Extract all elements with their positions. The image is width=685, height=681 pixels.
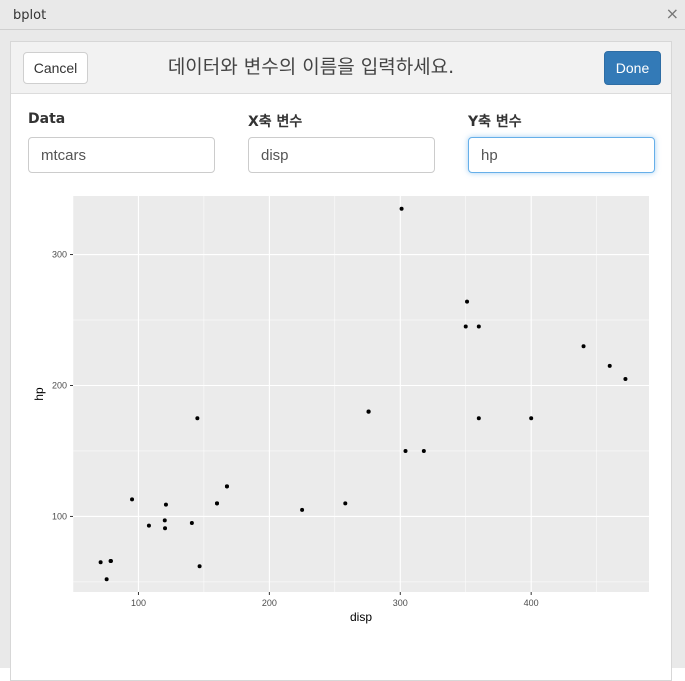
scatter-plot: 100 200 300 400 100 200 300 disp hp (32, 196, 649, 624)
cancel-button[interactable]: Cancel (23, 52, 88, 84)
y-variable-input[interactable] (468, 137, 655, 173)
y-tick-label: 200 (52, 380, 67, 390)
data-point (581, 344, 586, 349)
data-point (189, 520, 194, 525)
data-point (163, 526, 168, 531)
data-point (98, 560, 103, 565)
data-point (476, 416, 481, 421)
x-tick-label: 200 (262, 598, 277, 608)
data-point (476, 324, 481, 329)
x-tick-label: 300 (393, 598, 408, 608)
data-point (130, 497, 135, 502)
data-point (465, 299, 470, 304)
data-point (104, 577, 109, 582)
data-point (197, 564, 202, 569)
ticks-layer: 100 200 300 400 100 200 300 (52, 250, 539, 608)
data-point (108, 558, 113, 563)
data-point (300, 507, 305, 512)
data-point (195, 416, 200, 421)
data-point (623, 376, 628, 381)
y-axis-title: hp (32, 387, 46, 401)
x-tick-label: 400 (524, 598, 539, 608)
y-variable-label: Y축 변수 (468, 114, 522, 130)
y-tick-label: 300 (52, 250, 67, 260)
points-layer (98, 206, 628, 582)
data-point (529, 416, 534, 421)
data-point (162, 518, 167, 523)
grid-major (73, 196, 649, 592)
data-point (399, 206, 404, 211)
grid-minor (72, 196, 649, 592)
data-point (163, 502, 168, 507)
data-point (224, 484, 229, 489)
data-point (403, 448, 408, 453)
x-axis-title: disp (350, 610, 372, 624)
data-point (607, 363, 612, 368)
window-title: bplot (13, 8, 47, 23)
plot-panel (73, 196, 649, 592)
data-point (463, 324, 468, 329)
x-tick-label: 100 (131, 598, 146, 608)
gadget-header: Cancel 데이터와 변수의 이름을 입력하세요. Done (11, 42, 671, 94)
data-label: Data (28, 111, 66, 127)
y-tick-label: 100 (52, 511, 67, 521)
data-point (421, 448, 426, 453)
window-titlebar: bplot × (0, 0, 685, 30)
gadget-panel: Cancel 데이터와 변수의 이름을 입력하세요. Done Data X축 … (10, 41, 672, 681)
close-icon[interactable]: × (665, 4, 679, 23)
data-point (215, 501, 219, 506)
data-point (366, 409, 371, 414)
done-button[interactable]: Done (604, 51, 661, 85)
x-variable-input[interactable] (248, 137, 435, 173)
data-point (343, 501, 348, 506)
x-variable-label: X축 변수 (248, 114, 303, 130)
page-title: 데이터와 변수의 이름을 입력하세요. (167, 56, 455, 78)
data-input[interactable] (28, 137, 215, 173)
data-point (146, 523, 151, 528)
